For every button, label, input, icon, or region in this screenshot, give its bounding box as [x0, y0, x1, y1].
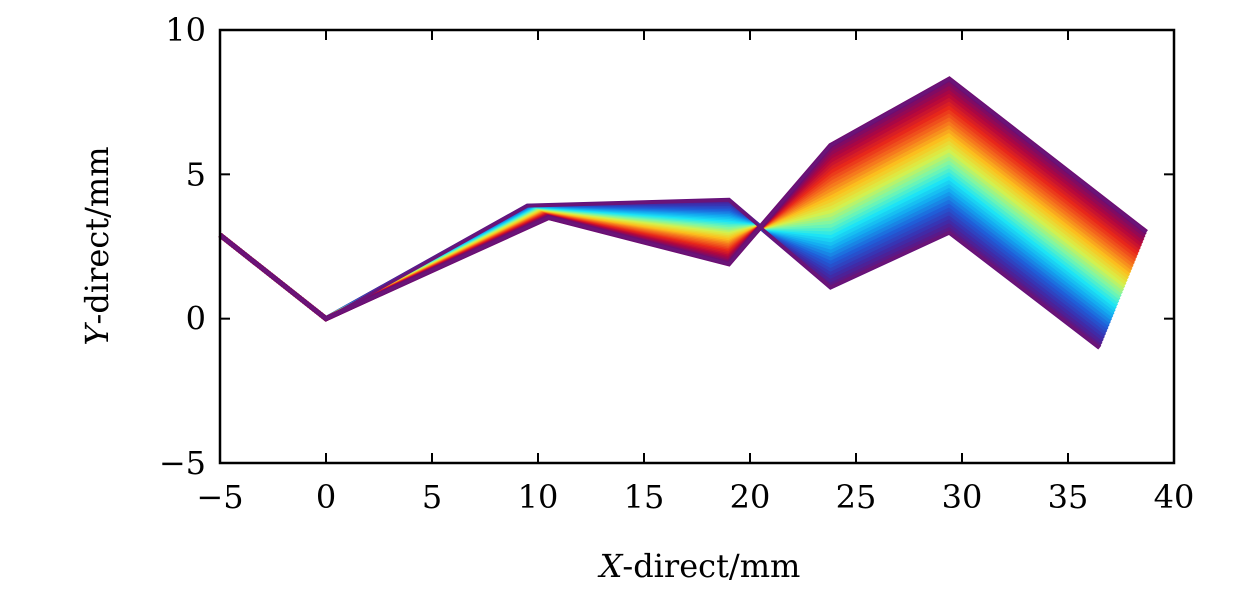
- x-tick-label: 5: [422, 478, 442, 516]
- y-axis-label: Y-direct/mm: [78, 146, 116, 345]
- upper-boundary-line: [219, 77, 1148, 321]
- y-tick-label: 0: [186, 300, 206, 338]
- x-tick-label: 40: [1154, 478, 1195, 516]
- x-axis-ticks: −5 0 5 10 15 20 25 30 35 40: [196, 30, 1194, 516]
- x-tick-label: 15: [624, 478, 665, 516]
- x-tick-label: 25: [836, 478, 877, 516]
- x-tick-label: 0: [316, 478, 336, 516]
- trajectory-bands: [218, 76, 1148, 350]
- x-axis-label: X-direct/mm: [597, 547, 801, 585]
- y-axis-ticks: −5 0 5 10: [159, 11, 1174, 482]
- x-tick-label: 30: [942, 478, 983, 516]
- y-tick-label: −5: [159, 444, 206, 482]
- x-tick-label: 10: [518, 478, 559, 516]
- x-tick-label: 20: [730, 478, 771, 516]
- plot-frame: [218, 28, 1176, 465]
- x-tick-label: −5: [196, 478, 243, 516]
- x-tick-label: 35: [1048, 478, 1089, 516]
- y-tick-label: 10: [165, 11, 206, 49]
- y-tick-label: 5: [186, 155, 206, 193]
